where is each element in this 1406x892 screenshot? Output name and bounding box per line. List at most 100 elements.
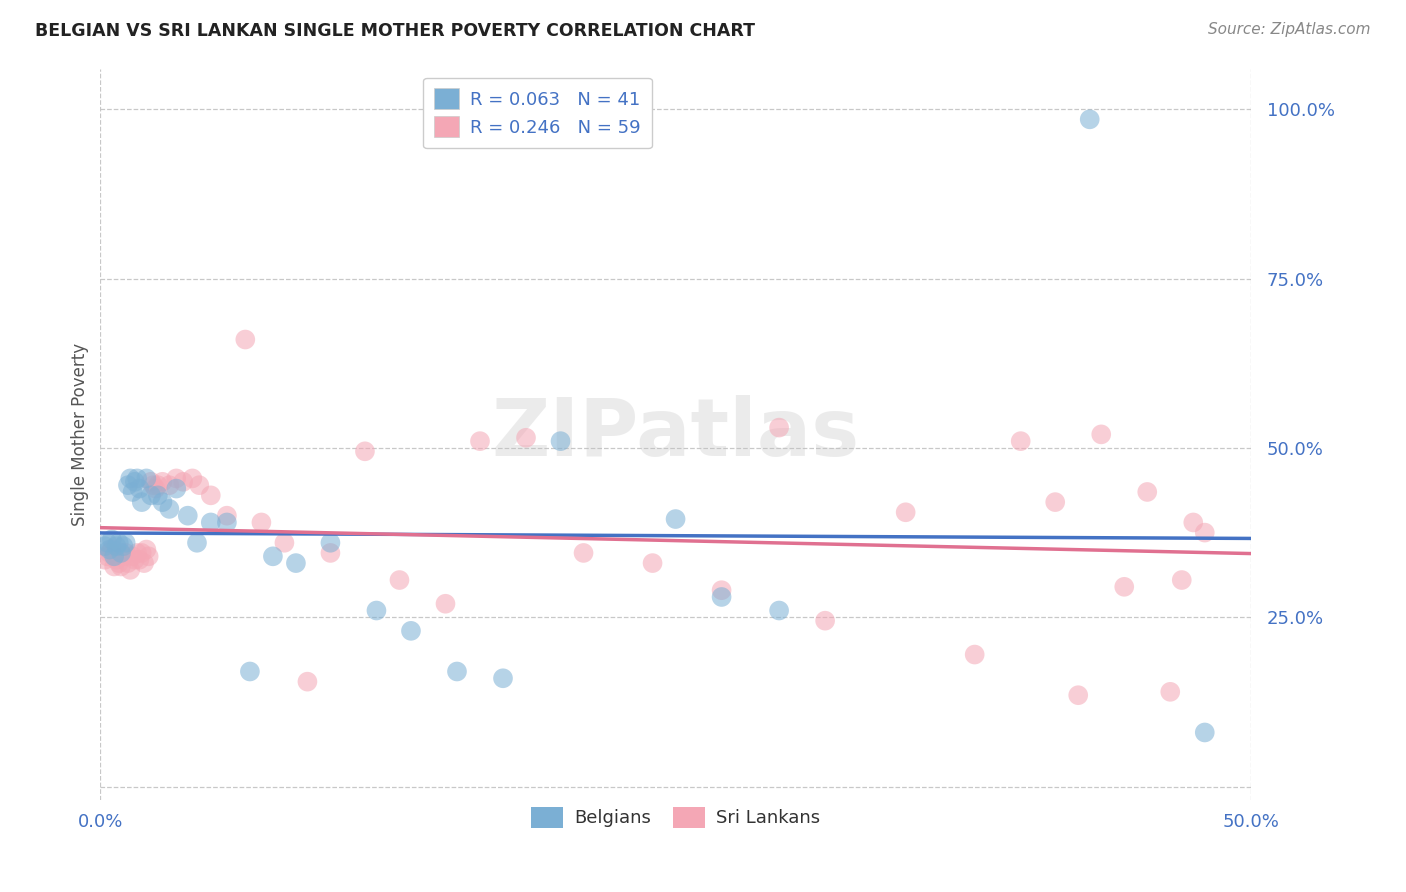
Point bbox=[181, 471, 204, 485]
Point bbox=[128, 482, 150, 496]
Text: Source: ZipAtlas.com: Source: ZipAtlas.com bbox=[1208, 22, 1371, 37]
Point bbox=[273, 535, 295, 549]
Point bbox=[107, 535, 129, 549]
Point bbox=[200, 488, 222, 502]
Point bbox=[132, 556, 155, 570]
Point bbox=[117, 556, 139, 570]
Point bbox=[165, 482, 187, 496]
Point bbox=[152, 495, 174, 509]
Point bbox=[157, 502, 180, 516]
Point bbox=[107, 556, 129, 570]
Point bbox=[142, 478, 165, 492]
Point bbox=[114, 546, 136, 560]
Point bbox=[963, 648, 986, 662]
Y-axis label: Single Mother Poverty: Single Mother Poverty bbox=[72, 343, 89, 526]
Point bbox=[492, 671, 515, 685]
Point bbox=[215, 508, 238, 523]
Text: BELGIAN VS SRI LANKAN SINGLE MOTHER POVERTY CORRELATION CHART: BELGIAN VS SRI LANKAN SINGLE MOTHER POVE… bbox=[35, 22, 755, 40]
Point bbox=[1078, 112, 1101, 127]
Point bbox=[103, 559, 125, 574]
Point bbox=[98, 542, 121, 557]
Point bbox=[388, 573, 411, 587]
Point bbox=[710, 590, 733, 604]
Point bbox=[127, 471, 149, 485]
Point bbox=[105, 539, 128, 553]
Text: ZIPatlas: ZIPatlas bbox=[492, 395, 859, 474]
Point bbox=[112, 539, 135, 553]
Point bbox=[105, 552, 128, 566]
Point bbox=[1171, 573, 1194, 587]
Point bbox=[172, 475, 194, 489]
Point bbox=[131, 546, 153, 560]
Legend: Belgians, Sri Lankans: Belgians, Sri Lankans bbox=[523, 800, 828, 835]
Point bbox=[188, 478, 211, 492]
Point bbox=[152, 475, 174, 489]
Point bbox=[165, 471, 187, 485]
Point bbox=[1136, 485, 1159, 500]
Point bbox=[127, 546, 149, 560]
Point bbox=[434, 597, 457, 611]
Point bbox=[515, 431, 537, 445]
Point bbox=[1182, 516, 1205, 530]
Point bbox=[135, 542, 157, 557]
Point bbox=[101, 533, 124, 547]
Point bbox=[1114, 580, 1136, 594]
Point bbox=[96, 549, 118, 564]
Point bbox=[284, 556, 307, 570]
Point bbox=[250, 516, 273, 530]
Point bbox=[446, 665, 468, 679]
Point bbox=[120, 471, 142, 485]
Point bbox=[103, 549, 125, 564]
Point bbox=[664, 512, 686, 526]
Point bbox=[135, 471, 157, 485]
Point bbox=[768, 603, 790, 617]
Point bbox=[139, 475, 162, 489]
Point bbox=[200, 516, 222, 530]
Point bbox=[319, 535, 342, 549]
Point bbox=[319, 546, 342, 560]
Point bbox=[128, 552, 150, 566]
Point bbox=[124, 552, 146, 566]
Point bbox=[114, 535, 136, 549]
Point bbox=[1010, 434, 1032, 449]
Point bbox=[550, 434, 572, 449]
Point bbox=[641, 556, 664, 570]
Point bbox=[468, 434, 491, 449]
Point bbox=[146, 478, 169, 492]
Point bbox=[121, 549, 143, 564]
Point bbox=[117, 478, 139, 492]
Point bbox=[177, 508, 200, 523]
Point bbox=[157, 478, 180, 492]
Point bbox=[186, 535, 208, 549]
Point bbox=[110, 546, 132, 560]
Point bbox=[124, 475, 146, 489]
Point bbox=[146, 488, 169, 502]
Point bbox=[366, 603, 388, 617]
Point bbox=[1194, 725, 1216, 739]
Point bbox=[215, 516, 238, 530]
Point bbox=[239, 665, 262, 679]
Point bbox=[233, 333, 256, 347]
Point bbox=[1194, 525, 1216, 540]
Point bbox=[572, 546, 595, 560]
Point bbox=[297, 674, 319, 689]
Point bbox=[131, 495, 153, 509]
Point bbox=[710, 583, 733, 598]
Point bbox=[354, 444, 377, 458]
Point bbox=[814, 614, 837, 628]
Point bbox=[121, 485, 143, 500]
Point bbox=[399, 624, 422, 638]
Point bbox=[1090, 427, 1112, 442]
Point bbox=[94, 539, 117, 553]
Point bbox=[94, 552, 117, 566]
Point bbox=[145, 482, 167, 496]
Point bbox=[262, 549, 284, 564]
Point bbox=[768, 420, 790, 434]
Point bbox=[110, 559, 132, 574]
Point bbox=[1045, 495, 1067, 509]
Point bbox=[894, 505, 917, 519]
Point bbox=[139, 488, 162, 502]
Point bbox=[1159, 685, 1181, 699]
Point bbox=[98, 546, 121, 560]
Point bbox=[138, 549, 160, 564]
